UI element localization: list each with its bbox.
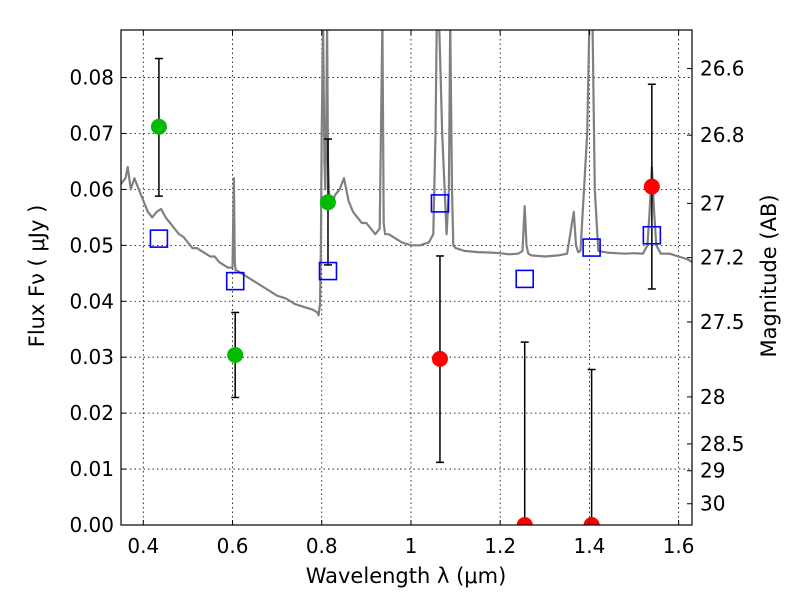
right-axis-label: Magnitude (AB) — [757, 194, 781, 357]
y-tick-label: 0.01 — [69, 457, 114, 481]
right-tick-label: 27 — [700, 191, 725, 215]
plot-frame — [120, 29, 693, 526]
right-tick-label: 26.6 — [700, 57, 745, 81]
model-photometry-square — [149, 229, 169, 248]
model-spectrum-layer — [121, 30, 692, 317]
grid — [121, 30, 692, 526]
spectrum-line — [121, 30, 692, 317]
y-tick-label: 0.07 — [69, 121, 114, 145]
y-tick-label: 0.00 — [69, 513, 114, 537]
right-tick-label: 27.5 — [700, 310, 745, 334]
observed-point-green — [227, 346, 244, 363]
observed-point-red — [431, 350, 448, 367]
right-tick-label: 28.5 — [700, 432, 745, 456]
marker-layer — [149, 118, 662, 525]
model-photometry-square — [642, 225, 662, 245]
x-tick-label: 1.6 — [663, 534, 695, 558]
x-tick-label: 1.4 — [573, 534, 605, 558]
y-tick-label: 0.05 — [69, 233, 114, 257]
y-tick-label: 0.03 — [69, 345, 114, 369]
model-photometry-square — [430, 194, 450, 213]
y-axis-label: Flux Fν ( μJy ) — [25, 205, 49, 348]
right-tick-label: 29 — [700, 459, 725, 483]
model-photometry-square — [318, 261, 338, 281]
x-tick-label: 1.2 — [484, 534, 516, 558]
x-tick-label: 1 — [405, 534, 418, 558]
observed-point-red — [643, 178, 660, 195]
right-tick-label: 26.8 — [700, 123, 745, 147]
model-photometry-square — [225, 271, 245, 291]
model-photometry-square — [582, 238, 601, 257]
x-tick-label: 0.4 — [127, 534, 159, 558]
observed-point-red — [516, 517, 533, 525]
tick-layer: 0.4 0.6 0.8 1 1.2 1.4 1.6 0.00 0.01 0.02 0.03 0.04 0… — [69, 30, 745, 558]
observed-point-green — [150, 118, 167, 135]
y-tick-label: 0.02 — [69, 401, 114, 425]
x-tick-label: 0.8 — [306, 534, 338, 558]
model-photometry-square — [515, 269, 535, 289]
observed-point-green — [319, 194, 336, 211]
errorbar-layer — [154, 57, 656, 525]
right-tick-label: 28 — [700, 385, 725, 409]
y-tick-label: 0.08 — [69, 66, 114, 90]
y-tick-label: 0.06 — [69, 177, 114, 201]
y-tick-label: 0.04 — [69, 289, 114, 313]
x-tick-label: 0.6 — [217, 534, 249, 558]
right-tick-label: 27.2 — [700, 246, 745, 270]
observed-point-red — [583, 517, 600, 525]
x-axis-label: Wavelength λ (μm) — [306, 564, 507, 588]
right-tick-label: 30 — [700, 492, 725, 516]
